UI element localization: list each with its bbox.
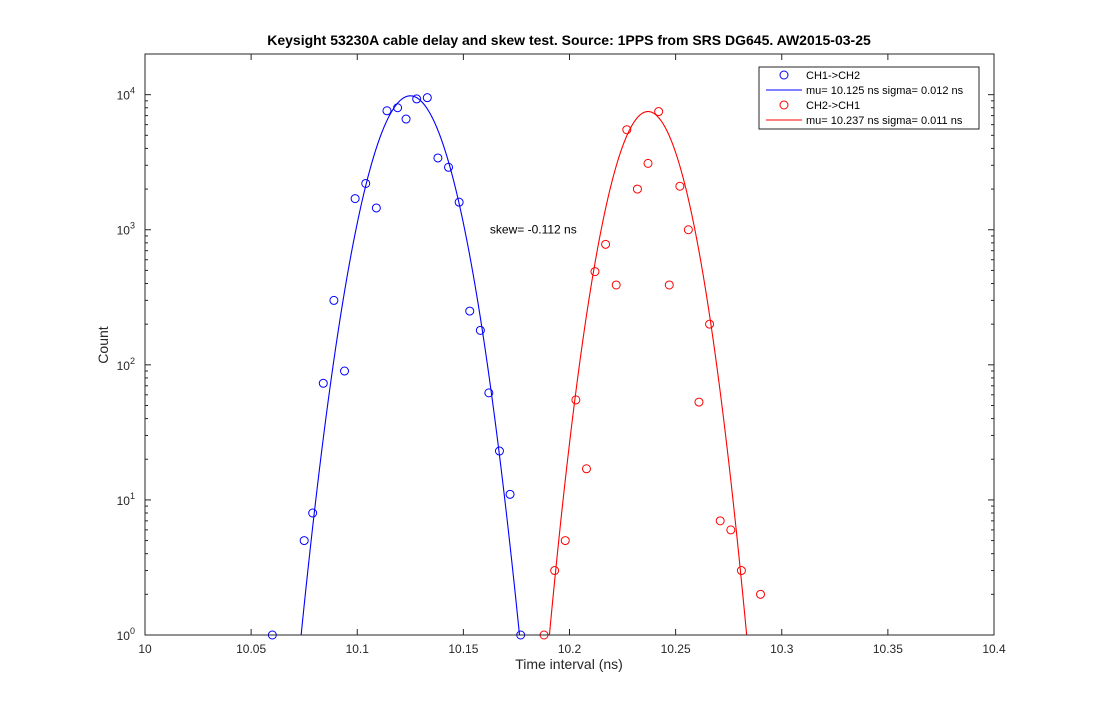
data-point-series-1 xyxy=(560,536,570,546)
data-point-series-0 xyxy=(475,325,485,335)
legend: CH1->CH2 mu= 10.125 ns sigma= 0.012 ns C… xyxy=(758,66,980,130)
legend-label-ch2-ch1: CH2->CH1 xyxy=(806,100,860,112)
data-point-series-1 xyxy=(622,125,632,135)
x-tick-label: 10.35 xyxy=(873,642,903,656)
data-point-series-0 xyxy=(329,295,339,305)
data-point-series-1 xyxy=(571,395,581,405)
fit-curve-1 xyxy=(548,110,748,635)
y-tick-base: 10 xyxy=(117,629,131,643)
x-tick-label: 10.15 xyxy=(448,642,478,656)
x-tick-label: 10.4 xyxy=(982,642,1006,656)
x-tick-label: 10.2 xyxy=(558,642,582,656)
data-point-series-0 xyxy=(340,366,350,376)
y-tick-base: 10 xyxy=(117,224,131,238)
data-point-series-1 xyxy=(601,239,611,249)
data-point-series-1 xyxy=(590,267,600,277)
x-tick-label: 10.1 xyxy=(346,642,370,656)
y-tick-base: 10 xyxy=(117,89,131,103)
x-tick-label: 10.3 xyxy=(770,642,794,656)
y-tick-label: 101 xyxy=(117,491,135,508)
data-point-series-1 xyxy=(694,397,704,407)
x-axis-label: Time interval (ns) xyxy=(515,656,623,672)
y-tick-label: 104 xyxy=(117,86,135,103)
data-point-series-0 xyxy=(444,162,454,172)
y-tick-exponent: 2 xyxy=(130,356,135,366)
data-point-series-0 xyxy=(494,446,504,456)
data-point-series-1 xyxy=(632,184,642,194)
data-point-series-1 xyxy=(675,181,685,191)
axes-background xyxy=(145,54,994,635)
data-point-series-1 xyxy=(705,319,715,329)
data-point-series-0 xyxy=(361,178,371,188)
fit-curves xyxy=(300,95,748,635)
data-point-series-0 xyxy=(433,153,443,163)
legend-label-fit-ch2-ch1: mu= 10.237 ns sigma= 0.011 ns xyxy=(806,115,963,127)
legend-label-fit-ch1-ch2: mu= 10.125 ns sigma= 0.012 ns xyxy=(806,85,964,97)
data-point-series-1 xyxy=(611,280,621,290)
y-tick-exponent: 1 xyxy=(130,491,135,501)
legend-box xyxy=(758,66,980,130)
y-tick-exponent: 4 xyxy=(130,86,135,96)
data-point-series-0 xyxy=(308,508,318,518)
y-axis-label: Count xyxy=(95,326,111,363)
data-point-series-1 xyxy=(726,525,736,535)
data-point-series-0 xyxy=(318,378,328,388)
y-tick-base: 10 xyxy=(117,359,131,373)
data-point-series-0 xyxy=(350,194,360,204)
data-point-series-1 xyxy=(643,158,653,168)
axes-box xyxy=(144,53,995,636)
data-point-series-1 xyxy=(550,566,560,576)
y-tick-label: 103 xyxy=(117,221,135,238)
y-tick-label: 100 xyxy=(117,626,135,643)
data-point-series-0 xyxy=(465,306,475,316)
data-point-series-0 xyxy=(422,93,432,103)
data-point-series-0 xyxy=(393,103,403,113)
legend-marker-ch1-ch2 xyxy=(779,70,789,80)
y-tick-exponent: 0 xyxy=(130,626,135,636)
x-axis-ticks: 10 10.05 10.1 10.15 10.2 10.25 10.3 10.35 10.4 xyxy=(138,54,1006,656)
data-point-series-1 xyxy=(756,589,766,599)
data-point-series-0 xyxy=(382,106,392,116)
legend-label-ch1-ch2: CH1->CH2 xyxy=(806,70,860,82)
y-tick-base: 10 xyxy=(117,494,131,508)
data-point-series-0 xyxy=(454,197,464,207)
data-point-series-1 xyxy=(664,280,674,290)
data-point-series-0 xyxy=(401,114,411,124)
chart-title: Keysight 53230A cable delay and skew tes… xyxy=(267,32,871,48)
data-point-series-0 xyxy=(505,489,515,499)
data-point-series-1 xyxy=(736,566,746,576)
y-tick-label: 102 xyxy=(117,356,135,373)
data-point-series-1 xyxy=(715,516,725,526)
data-point-series-0 xyxy=(299,536,309,546)
data-point-series-1 xyxy=(581,464,591,474)
x-tick-label: 10.05 xyxy=(236,642,266,656)
x-tick-label: 10 xyxy=(138,642,152,656)
data-point-series-0 xyxy=(412,94,422,104)
y-tick-exponent: 3 xyxy=(130,221,135,231)
data-point-series-0 xyxy=(484,388,494,398)
data-point-series-1 xyxy=(683,225,693,235)
legend-marker-ch2-ch1 xyxy=(779,100,789,110)
fit-curve-0 xyxy=(300,95,521,635)
data-point-series-1 xyxy=(654,107,664,117)
x-tick-label: 10.25 xyxy=(661,642,691,656)
data-point-series-0 xyxy=(371,203,381,213)
skew-annotation: skew= -0.112 ns xyxy=(490,223,577,237)
